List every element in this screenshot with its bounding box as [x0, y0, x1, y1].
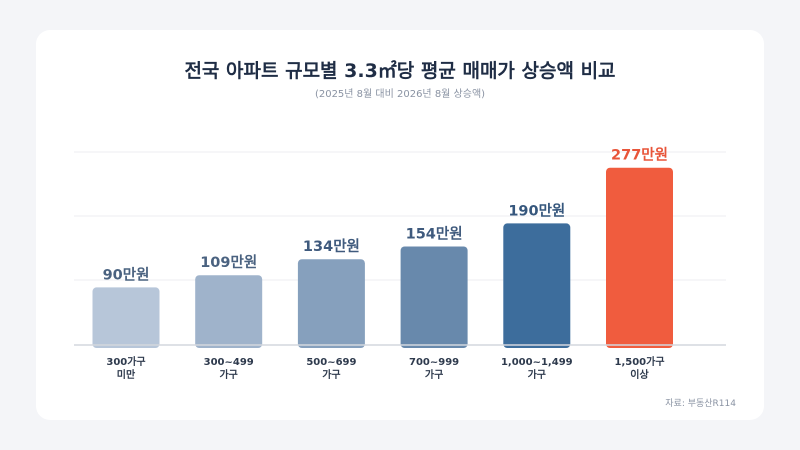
value-label-1: 90만원: [103, 266, 150, 283]
chart-subtitle: (2025년 8월 대비 2026년 8월 상승액): [314, 89, 486, 100]
bar-2: [195, 275, 263, 348]
category-label-3-line-2: 가구: [322, 368, 340, 381]
value-label-6: 277만원: [611, 147, 668, 164]
category-label-5-line-1: 1,000~1,499: [501, 357, 573, 368]
category-label-2-line-1: 300~499: [204, 357, 254, 368]
category-label-4-line-1: 700~999: [409, 357, 459, 368]
category-label-4-line-2: 가구: [425, 368, 443, 381]
bar-chart: 90만원300가구미만109만원300~499가구134만원500~699가구1…: [74, 147, 726, 381]
category-label-3-line-1: 500~699: [306, 357, 356, 368]
bar-4: [400, 246, 468, 348]
value-label-3: 134만원: [303, 238, 360, 255]
bar-3: [297, 259, 365, 348]
category-label-1-line-2: 미만: [117, 368, 136, 381]
source-note: 자료: 부동산R114: [665, 399, 736, 409]
chart-title: 전국 아파트 규모별 3.3㎡당 평균 매매가 상승액 비교: [184, 60, 616, 82]
bar-1: [92, 287, 160, 348]
bar-5: [503, 223, 571, 348]
value-label-5: 190만원: [508, 202, 565, 219]
value-label-4: 154만원: [406, 225, 463, 242]
bar-6: [606, 167, 673, 348]
category-label-1-line-1: 300가구: [106, 355, 145, 368]
chart-card: 전국 아파트 규모별 3.3㎡당 평균 매매가 상승액 비교 (2025년 8월…: [36, 30, 764, 420]
value-label-2: 109만원: [200, 254, 257, 271]
category-label-6-line-2: 이상: [630, 368, 649, 381]
category-label-2-line-2: 가구: [219, 368, 237, 381]
category-label-5-line-2: 가구: [528, 368, 546, 381]
category-label-6-line-1: 1,500가구: [614, 355, 664, 368]
